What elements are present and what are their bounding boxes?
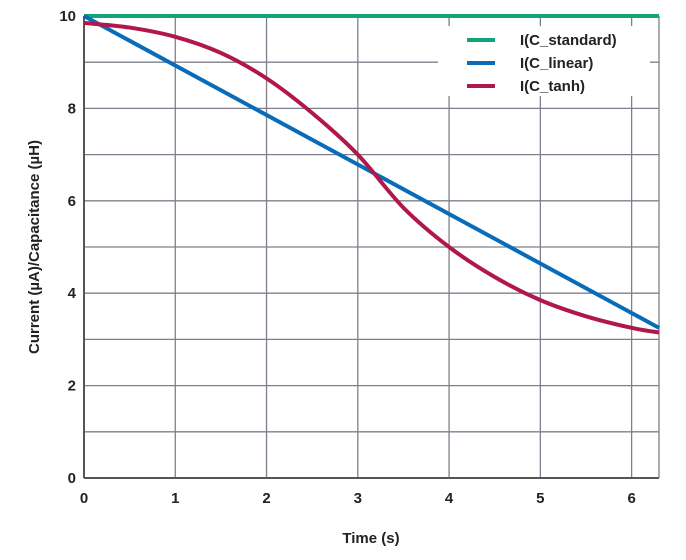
- legend: I(C_standard) I(C_linear) I(C_tanh): [438, 26, 650, 96]
- x-tick-label: 0: [80, 490, 88, 507]
- y-axis-ticks: 0 2 4 6 8 10: [59, 8, 76, 487]
- x-axis-ticks: 0 1 2 3 4 5 6: [80, 490, 636, 507]
- x-tick-label: 4: [445, 490, 454, 507]
- x-tick-label: 2: [262, 490, 270, 507]
- y-tick-label: 8: [68, 100, 76, 117]
- y-tick-label: 0: [68, 470, 76, 487]
- legend-label: I(C_tanh): [520, 78, 585, 95]
- y-tick-label: 10: [59, 8, 76, 25]
- y-tick-label: 4: [68, 285, 77, 302]
- x-tick-label: 1: [171, 490, 179, 507]
- x-axis-label: Time (s): [342, 530, 399, 547]
- x-tick-label: 3: [354, 490, 362, 507]
- y-tick-label: 6: [68, 193, 76, 210]
- x-tick-label: 5: [536, 490, 544, 507]
- y-axis-label: Current (µA)/Capacitance (µH): [26, 140, 43, 354]
- y-tick-label: 2: [68, 378, 76, 395]
- x-tick-label: 6: [627, 490, 635, 507]
- series-lines: [83, 14, 660, 335]
- legend-label: I(C_standard): [520, 32, 617, 49]
- legend-label: I(C_linear): [520, 55, 593, 72]
- series-line-2: [83, 20, 660, 335]
